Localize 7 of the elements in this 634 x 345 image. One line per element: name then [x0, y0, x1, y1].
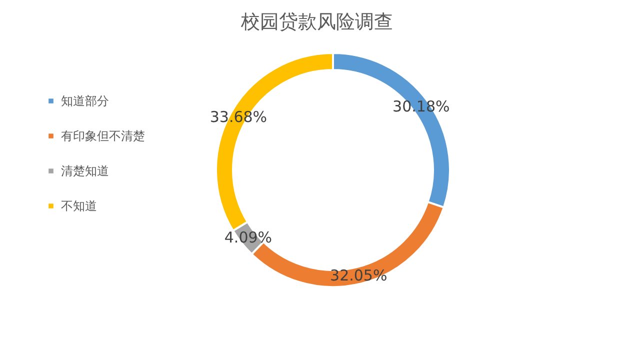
legend-label: 有印象但不清楚 — [61, 129, 145, 143]
legend-label: 知道部分 — [61, 94, 109, 108]
chart-title: 校园贷款风险调查 — [240, 11, 393, 33]
data-label: 4.09% — [224, 228, 272, 247]
legend-label: 不知道 — [61, 199, 97, 213]
legend-label: 清楚知道 — [61, 164, 109, 178]
data-label: 32.05% — [330, 266, 388, 284]
